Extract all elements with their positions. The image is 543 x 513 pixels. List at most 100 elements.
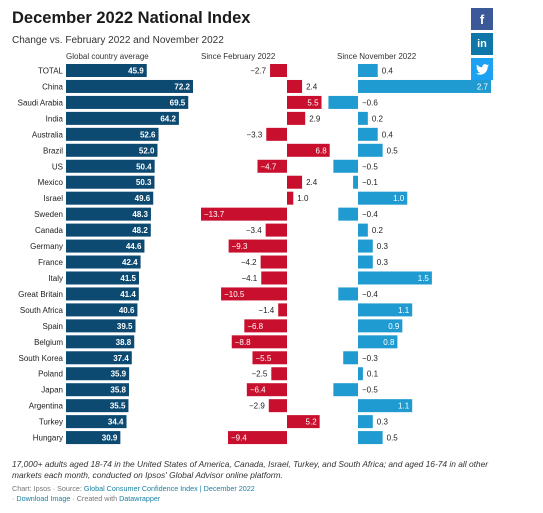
- global-average-bar: [66, 271, 139, 285]
- february-change-bar: [287, 191, 294, 205]
- category-label: Hungary: [33, 434, 63, 443]
- global-average-value-label: 45.9: [128, 67, 144, 76]
- february-change-value-label: −8.8: [235, 338, 251, 347]
- global-average-bar: [66, 415, 127, 429]
- category-label: Brazil: [43, 146, 63, 155]
- global-average-bar: [66, 175, 155, 189]
- global-average-value-label: 35.8: [110, 386, 126, 395]
- february-change-bar: [260, 255, 287, 269]
- category-label: Belgium: [34, 338, 63, 347]
- february-change-value-label: −3.3: [246, 130, 262, 139]
- february-change-value-label: −5.5: [255, 354, 271, 363]
- november-change-value-label: −0.5: [362, 386, 378, 395]
- february-change-bar: [246, 383, 287, 397]
- global-average-bar: [66, 207, 151, 221]
- global-average-bar: [66, 255, 141, 269]
- november-change-value-label: −0.3: [362, 354, 378, 363]
- february-change-value-label: −6.8: [247, 322, 263, 331]
- global-average-value-label: 64.2: [160, 114, 176, 123]
- november-change-bar: [358, 191, 408, 205]
- category-label: China: [42, 82, 63, 91]
- february-change-value-label: −6.4: [250, 386, 266, 395]
- november-change-bar: [358, 303, 413, 317]
- category-label: South Korea: [19, 354, 64, 363]
- global-average-bar: [66, 79, 193, 93]
- november-change-bar: [358, 127, 378, 141]
- global-average-bar: [66, 191, 154, 205]
- category-label: TOTAL: [38, 67, 64, 76]
- global-average-bar: [66, 95, 189, 109]
- category-label: Canada: [35, 226, 64, 235]
- february-change-bar: [201, 207, 287, 221]
- global-average-value-label: 50.3: [136, 178, 152, 187]
- november-change-value-label: 1.5: [418, 274, 430, 283]
- global-average-bar: [66, 303, 138, 317]
- global-average-value-label: 72.2: [174, 82, 190, 91]
- february-change-value-label: 2.4: [306, 82, 318, 91]
- february-change-value-label: −1.4: [258, 306, 274, 315]
- february-change-bar: [268, 399, 287, 413]
- datawrapper-link[interactable]: Datawrapper: [119, 493, 161, 503]
- november-change-bar: [358, 111, 368, 125]
- linkedin-share-button[interactable]: in: [471, 33, 493, 55]
- created-with-prefix: · Created with: [70, 493, 120, 503]
- download-image-link[interactable]: Download Image: [16, 493, 71, 503]
- global-average-value-label: 50.4: [136, 162, 152, 171]
- february-change-bar: [270, 64, 287, 77]
- global-average-value-label: 39.5: [117, 322, 133, 331]
- category-label: Germany: [30, 242, 63, 251]
- february-change-value-label: −2.7: [250, 67, 266, 76]
- global-average-value-label: 44.6: [126, 242, 142, 251]
- global-average-bar: [66, 223, 151, 237]
- category-label: Saudi Arabia: [18, 98, 64, 107]
- november-change-bar: [353, 175, 358, 189]
- category-label: Turkey: [39, 418, 63, 427]
- february-change-bar: [287, 175, 303, 189]
- november-change-value-label: 0.9: [388, 322, 400, 331]
- november-change-value-label: 0.2: [372, 114, 384, 123]
- category-label: Great Britain: [18, 290, 63, 299]
- source-link[interactable]: Global Consumer Confidence Index | Decem…: [83, 484, 255, 493]
- november-change-bar: [343, 351, 358, 365]
- global-average-bar: [66, 399, 129, 413]
- global-average-value-label: 41.4: [120, 290, 136, 299]
- february-change-bar: [261, 271, 287, 285]
- february-change-value-label: 5.2: [306, 418, 318, 427]
- november-change-value-label: −0.4: [362, 210, 378, 219]
- november-change-value-label: 0.4: [382, 67, 394, 76]
- november-change-bar: [358, 367, 363, 381]
- global-average-bar: [66, 431, 121, 445]
- twitter-share-button[interactable]: [471, 58, 493, 80]
- february-change-bar: [221, 287, 287, 301]
- february-change-value-label: −2.5: [252, 370, 268, 379]
- february-change-bar: [287, 111, 306, 125]
- category-label: Japan: [41, 386, 63, 395]
- global-average-value-label: 35.9: [111, 370, 127, 379]
- february-change-value-label: −2.9: [249, 402, 265, 411]
- global-average-value-label: 48.3: [132, 210, 148, 219]
- november-change-bar: [358, 399, 413, 413]
- november-change-bar: [358, 79, 491, 93]
- november-change-value-label: −0.1: [362, 178, 378, 187]
- february-change-value-label: −4.1: [241, 274, 257, 283]
- category-label: Australia: [32, 130, 64, 139]
- february-change-bar: [287, 143, 330, 157]
- february-change-bar: [271, 367, 287, 381]
- category-label: Israel: [43, 194, 63, 203]
- february-change-bar: [257, 159, 287, 173]
- category-label: Italy: [48, 274, 63, 283]
- global-average-value-label: 30.9: [102, 434, 118, 443]
- global-average-bar: [66, 159, 155, 173]
- column-header-february: Since February 2022: [201, 52, 276, 61]
- february-change-value-label: −10.5: [224, 290, 245, 299]
- chart-notes: 17,000+ adults aged 18-74 in the United …: [12, 459, 489, 480]
- november-change-bar: [338, 207, 358, 221]
- facebook-share-button[interactable]: f: [471, 8, 493, 30]
- november-change-value-label: 1.1: [398, 306, 410, 315]
- february-change-bar: [278, 303, 287, 317]
- february-change-value-label: −13.7: [204, 210, 225, 219]
- november-change-value-label: 0.3: [377, 258, 389, 267]
- bar-chart: Global country average Since February 202…: [18, 52, 491, 445]
- november-change-value-label: 0.8: [383, 338, 395, 347]
- november-change-value-label: 0.5: [387, 146, 399, 155]
